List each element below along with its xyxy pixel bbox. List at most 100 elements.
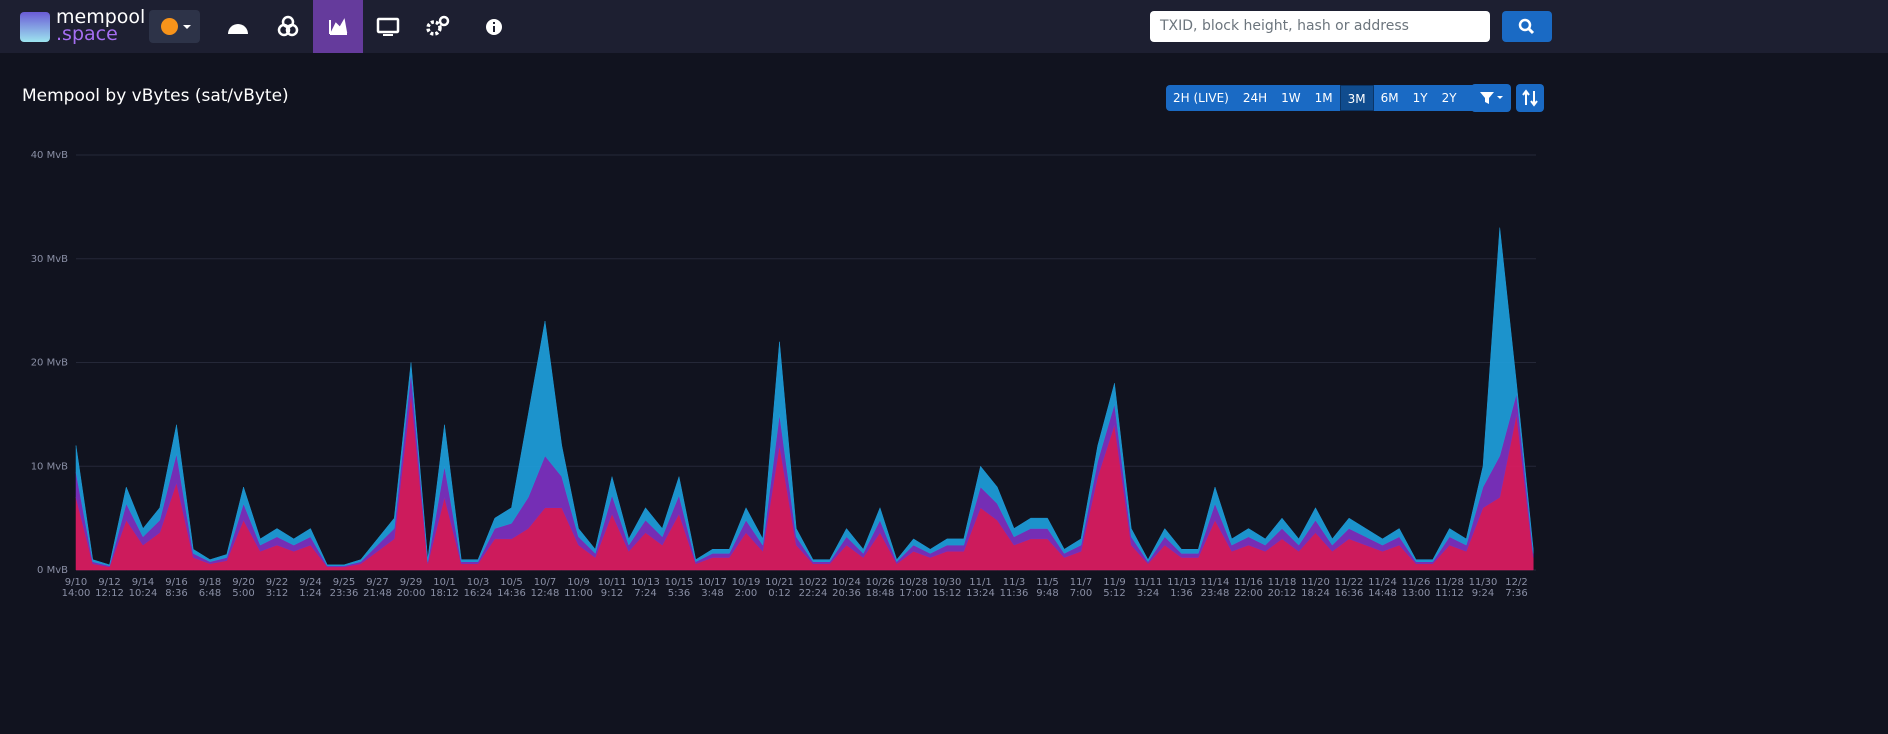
x-tick-label: 10/11 [598,577,627,588]
x-tick-label: 11/3 [1003,577,1025,588]
network-selector[interactable] [149,10,200,43]
x-tick-label: 9/12 [98,577,120,588]
x-tick-label: 11/30 [1469,577,1498,588]
x-tick-label: 10/1 [433,577,455,588]
x-tick-label: 11/24 [1368,577,1397,588]
tv-icon[interactable] [363,0,413,53]
x-tick-label: 18:24 [1301,588,1330,599]
y-tick-label: 0 MvB [37,565,68,576]
x-tick-label: 20:00 [397,588,426,599]
x-tick-label: 12:48 [531,588,560,599]
x-tick-label: 10/21 [765,577,794,588]
x-tick-label: 7:24 [634,588,656,599]
x-tick-label: 22:00 [1234,588,1263,599]
x-tick-label: 10/7 [534,577,556,588]
x-tick-label: 10/9 [567,577,589,588]
blocks-icon[interactable] [263,0,313,53]
range-button[interactable]: 1M [1314,91,1333,105]
x-tick-label: 11/1 [969,577,991,588]
x-tick-label: 1:36 [1170,588,1192,599]
x-tick-label: 10/3 [467,577,489,588]
x-tick-label: 9/25 [333,577,355,588]
range-button[interactable]: 2Y [1441,91,1457,105]
x-tick-label: 1:24 [299,588,321,599]
x-tick-label: 5:12 [1103,588,1125,599]
x-tick-label: 11/9 [1103,577,1125,588]
x-tick-label: 10/5 [500,577,522,588]
x-tick-label: 10/15 [665,577,694,588]
x-tick-label: 9/16 [165,577,187,588]
x-tick-label: 10/30 [933,577,962,588]
x-tick-label: 10/28 [899,577,928,588]
x-tick-label: 17:00 [899,588,928,599]
x-tick-label: 10/22 [799,577,828,588]
x-tick-label: 11/13 [1167,577,1196,588]
x-tick-label: 9/10 [65,577,87,588]
x-tick-label: 5:00 [232,588,254,599]
x-tick-label: 7:00 [1070,588,1092,599]
range-button[interactable]: 24H [1242,91,1268,105]
invert-button[interactable] [1516,84,1544,112]
tools-icon[interactable] [413,0,463,53]
logo-text[interactable]: mempool .space [56,8,145,45]
search-button[interactable] [1502,11,1552,42]
dashboard-icon[interactable] [213,0,263,53]
y-tick-label: 30 MvB [31,254,68,265]
chart-title: Mempool by vBytes (sat/vByte) [22,86,289,106]
x-tick-label: 20:36 [832,588,861,599]
range-button[interactable]: 6M [1380,91,1399,105]
x-tick-label: 16:24 [464,588,493,599]
logo-icon[interactable] [20,12,50,42]
x-tick-label: 23:48 [1201,588,1230,599]
x-tick-label: 2:00 [735,588,757,599]
x-tick-label: 11:36 [1000,588,1029,599]
chart: Mempool by vBytes (sat/vByte) 0 MvB 10 Mv… [22,86,1536,599]
range-buttons: 2H (LIVE) 24H 1W 1M 3M 6M 1Y 2Y 3Y [1166,85,1493,111]
range-button[interactable]: 1Y [1412,91,1428,105]
filter-button[interactable] [1471,84,1511,112]
x-tick-label: 9/29 [400,577,422,588]
graphs-icon[interactable] [313,0,363,53]
x-tick-label: 10/19 [732,577,761,588]
range-button[interactable]: 2H (LIVE) [1173,91,1229,105]
x-tick-label: 9/27 [366,577,388,588]
x-tick-label: 16:36 [1335,588,1364,599]
x-tick-label: 20:12 [1268,588,1297,599]
x-tick-label: 14:48 [1368,588,1397,599]
x-tick-label: 11/14 [1201,577,1230,588]
x-tick-label: 11/28 [1435,577,1464,588]
x-tick-label: 14:36 [497,588,526,599]
x-tick-label: 10/24 [832,577,861,588]
about-icon[interactable] [469,0,519,53]
x-tick-label: 14:00 [62,588,91,599]
x-tick-label: 3:12 [266,588,288,599]
x-tick-label: 9/18 [199,577,221,588]
x-tick-label: 11/20 [1301,577,1330,588]
range-button[interactable]: 1W [1281,91,1301,105]
x-tick-label: 9/14 [132,577,154,588]
x-tick-label: 9:48 [1036,588,1058,599]
area [75,227,1534,567]
x-tick-label: 11/26 [1402,577,1431,588]
logo-word: .space [56,23,118,45]
y-tick-label: 20 MvB [31,358,68,369]
x-tick-label: 18:12 [430,588,459,599]
x-tick-label: 22:24 [799,588,828,599]
y-tick-label: 10 MvB [31,461,68,472]
search-input[interactable]: TXID, block height, hash or address [1150,11,1490,42]
x-tick-label: 9:24 [1472,588,1494,599]
x-tick-label: 10/13 [631,577,660,588]
x-tick-label: 11:00 [564,588,593,599]
range-button[interactable]: 3M [1339,85,1374,111]
x-tick-label: 9/22 [266,577,288,588]
x-tick-label: 10/26 [866,577,895,588]
x-tick-label: 9/24 [299,577,321,588]
x-tick-label: 9/20 [232,577,254,588]
x-tick-label: 11:12 [1435,588,1464,599]
x-tick-label: 12:12 [95,588,124,599]
x-tick-label: 8:36 [165,588,187,599]
x-tick-label: 7:36 [1505,588,1527,599]
x-tick-label: 0:12 [768,588,790,599]
x-tick-label: 21:48 [363,588,392,599]
